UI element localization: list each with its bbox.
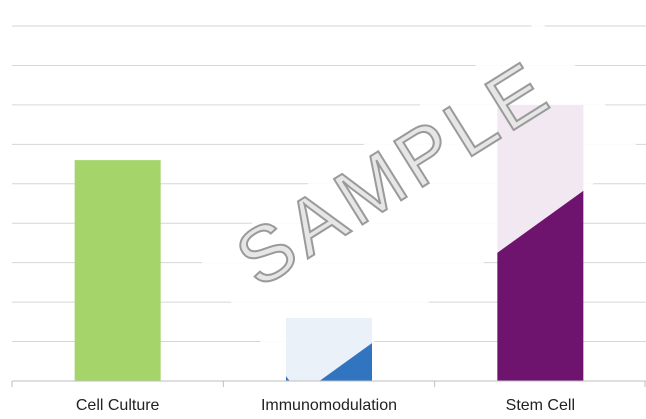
x-tick-label: Cell Culture [76, 397, 160, 414]
bar-cell-culture [74, 160, 161, 381]
x-axis-labels: Cell Culture Immunomodulation Stem Cell [76, 397, 575, 414]
watermark-band [200, 20, 640, 395]
x-axis [11, 380, 646, 387]
x-tick-label: Stem Cell [506, 397, 575, 414]
x-tick-label: Immunomodulation [261, 397, 397, 414]
